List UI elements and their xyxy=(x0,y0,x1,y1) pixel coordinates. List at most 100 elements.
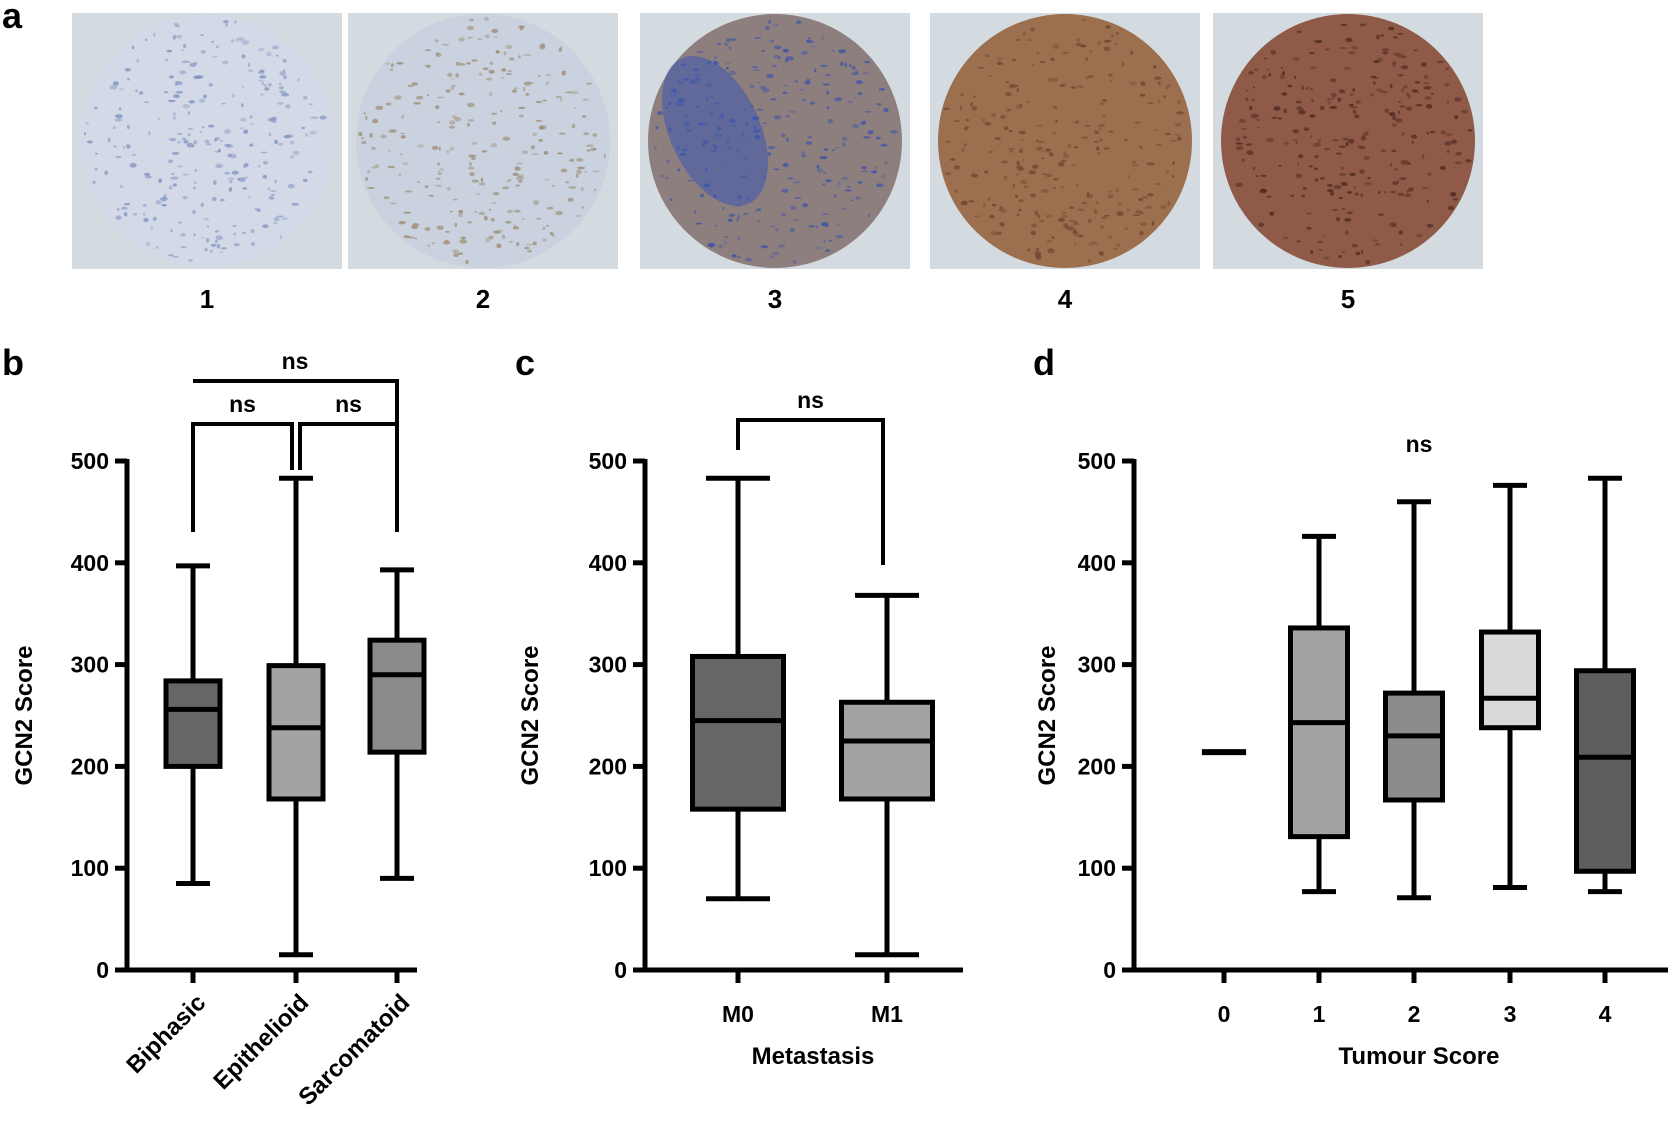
tissue-speck xyxy=(438,146,441,151)
tissue-speck xyxy=(1031,223,1038,228)
box-2 xyxy=(1383,499,1445,901)
tissue-speck xyxy=(238,177,246,182)
tissue-speck xyxy=(1108,73,1113,77)
tissue-speck xyxy=(257,164,261,168)
tissue-speck xyxy=(1015,104,1022,109)
tissue-speck xyxy=(1452,197,1459,201)
tissue-speck xyxy=(484,16,489,22)
tissue-speck xyxy=(1245,97,1248,101)
tissue-speck xyxy=(768,146,775,150)
tissue-speck xyxy=(1015,173,1020,176)
tissue-speck xyxy=(840,177,849,180)
tissue-speck xyxy=(1341,251,1346,253)
tissue-speck xyxy=(474,210,478,213)
tissue-image-label: 3 xyxy=(768,284,782,314)
tissue-speck xyxy=(1331,97,1335,100)
tissue-speck xyxy=(116,208,120,211)
tissue-speck xyxy=(842,142,846,147)
tissue-speck xyxy=(1364,182,1372,185)
tissue-speck xyxy=(361,136,365,140)
y-tick-label: 400 xyxy=(71,550,109,576)
tissue-speck xyxy=(1063,154,1070,159)
tissue-speck xyxy=(813,68,817,73)
box-3 xyxy=(1479,482,1541,891)
tissue-speck xyxy=(375,105,384,111)
tissue-speck xyxy=(123,145,125,150)
tissue-speck xyxy=(1333,184,1342,190)
tissue-image-label: 4 xyxy=(1058,284,1073,314)
tissue-speck xyxy=(124,68,131,72)
tissue-speck xyxy=(1359,169,1365,174)
tissue-speck xyxy=(247,62,251,67)
tissue-speck xyxy=(728,70,736,76)
tissue-speck xyxy=(1053,105,1058,109)
tissue-speck xyxy=(1377,213,1384,217)
tissue-speck xyxy=(1389,83,1393,89)
tissue-speck xyxy=(209,249,213,253)
tissue-speck xyxy=(1058,217,1065,223)
tissue-speck xyxy=(459,239,468,244)
x-axis-title: Metastasis xyxy=(752,1043,875,1070)
tissue-speck xyxy=(1000,160,1009,164)
tissue-speck xyxy=(874,166,877,170)
tissue-speck xyxy=(527,249,533,253)
tissue-speck xyxy=(555,95,562,99)
tissue-speck xyxy=(403,235,411,239)
tissue-speck xyxy=(543,151,549,155)
tissue-speck xyxy=(170,176,179,180)
tissue-speck xyxy=(308,103,314,106)
tissue-speck xyxy=(1053,131,1056,135)
tissue-speck xyxy=(770,98,777,101)
tissue-speck xyxy=(143,101,150,104)
tissue-speck xyxy=(539,124,547,130)
tissue-speck xyxy=(989,150,994,154)
tissue-speck xyxy=(458,92,465,96)
tissue-speck xyxy=(290,155,295,159)
tissue-speck xyxy=(1355,100,1361,104)
tissue-speck xyxy=(1372,239,1379,242)
tissue-speck xyxy=(224,171,230,175)
tissue-speck xyxy=(1273,106,1281,111)
tissue-speck xyxy=(944,172,951,176)
tissue-speck xyxy=(1098,251,1104,256)
tissue-speck xyxy=(182,173,189,176)
chart-metastasis: 0 100 200 300 400 500 GCN2 Score M0 M1 Metastasis… xyxy=(517,387,963,1070)
tissue-speck xyxy=(1392,52,1401,56)
tissue-speck xyxy=(1262,188,1267,192)
tissue-speck xyxy=(1450,192,1457,197)
tissue-speck xyxy=(460,236,466,240)
tissue-speck xyxy=(1055,119,1059,123)
tissue-speck xyxy=(167,99,176,103)
tissue-speck xyxy=(557,152,563,155)
tissue-speck xyxy=(1073,146,1078,149)
tissue-speck xyxy=(157,117,161,120)
tissue-speck xyxy=(867,213,870,217)
tissue-speck xyxy=(385,62,391,65)
tissue-speck xyxy=(731,254,737,258)
tissue-speck xyxy=(1053,77,1058,82)
tissue-speck xyxy=(1360,136,1367,141)
tissue-speck xyxy=(1296,240,1301,243)
tissue-speck xyxy=(585,82,593,85)
tissue-speck xyxy=(518,106,526,109)
significance-label: ns xyxy=(229,391,256,417)
tissue-speck xyxy=(229,153,237,159)
tissue-speck xyxy=(279,235,283,240)
tissue-speck xyxy=(256,209,261,212)
tissue-speck xyxy=(1278,117,1282,120)
tissue-speck xyxy=(264,84,267,87)
tissue-speck xyxy=(844,62,848,68)
tissue-speck xyxy=(1292,129,1300,134)
tissue-speck xyxy=(118,88,124,91)
tissue-speck xyxy=(1344,218,1352,222)
tissue-speck xyxy=(1306,227,1312,230)
tissue-speck xyxy=(85,122,89,125)
tissue-speck xyxy=(1302,187,1307,190)
tissue-speck xyxy=(1131,164,1139,167)
tissue-speck xyxy=(1073,220,1078,224)
tissue-speck xyxy=(1360,193,1364,198)
tissue-speck xyxy=(1332,139,1339,142)
tissue-speck xyxy=(1440,130,1447,135)
tissue-speck xyxy=(1151,220,1155,226)
tissue-speck xyxy=(583,171,588,173)
